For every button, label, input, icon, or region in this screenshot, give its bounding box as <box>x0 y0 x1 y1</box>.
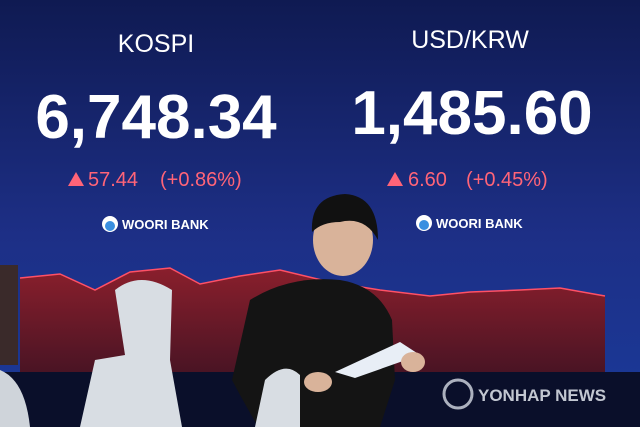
watermark: YONHAP NEWS <box>478 386 606 405</box>
chair <box>80 280 182 427</box>
chair <box>255 368 300 427</box>
person-hair <box>311 194 378 240</box>
index-name: KOSPI <box>118 30 194 58</box>
change: 57.44 <box>88 169 138 191</box>
index-value: 1,485.60 <box>351 79 592 148</box>
bank-name: WOORI BANK <box>122 217 209 232</box>
market-graph-line <box>19 267 606 297</box>
bank-logo-mark <box>105 221 115 231</box>
change: 6.60 <box>408 169 447 191</box>
person-shirt <box>232 279 395 427</box>
watermark-logo <box>442 378 474 410</box>
bank-logo-mark <box>419 220 429 230</box>
chair <box>0 370 30 427</box>
side-shelf <box>0 265 18 365</box>
person-hand <box>304 372 332 392</box>
bank-name: WOORI BANK <box>436 216 523 231</box>
index-value: 6,748.34 <box>35 83 277 152</box>
up-arrow <box>68 172 84 186</box>
person-hand <box>401 352 425 372</box>
index-name: USD/KRW <box>411 26 529 54</box>
up-arrow <box>387 172 403 186</box>
change-percent: (+0.45%) <box>466 169 548 191</box>
paper <box>335 342 420 378</box>
change-percent: (+0.86%) <box>160 169 242 191</box>
